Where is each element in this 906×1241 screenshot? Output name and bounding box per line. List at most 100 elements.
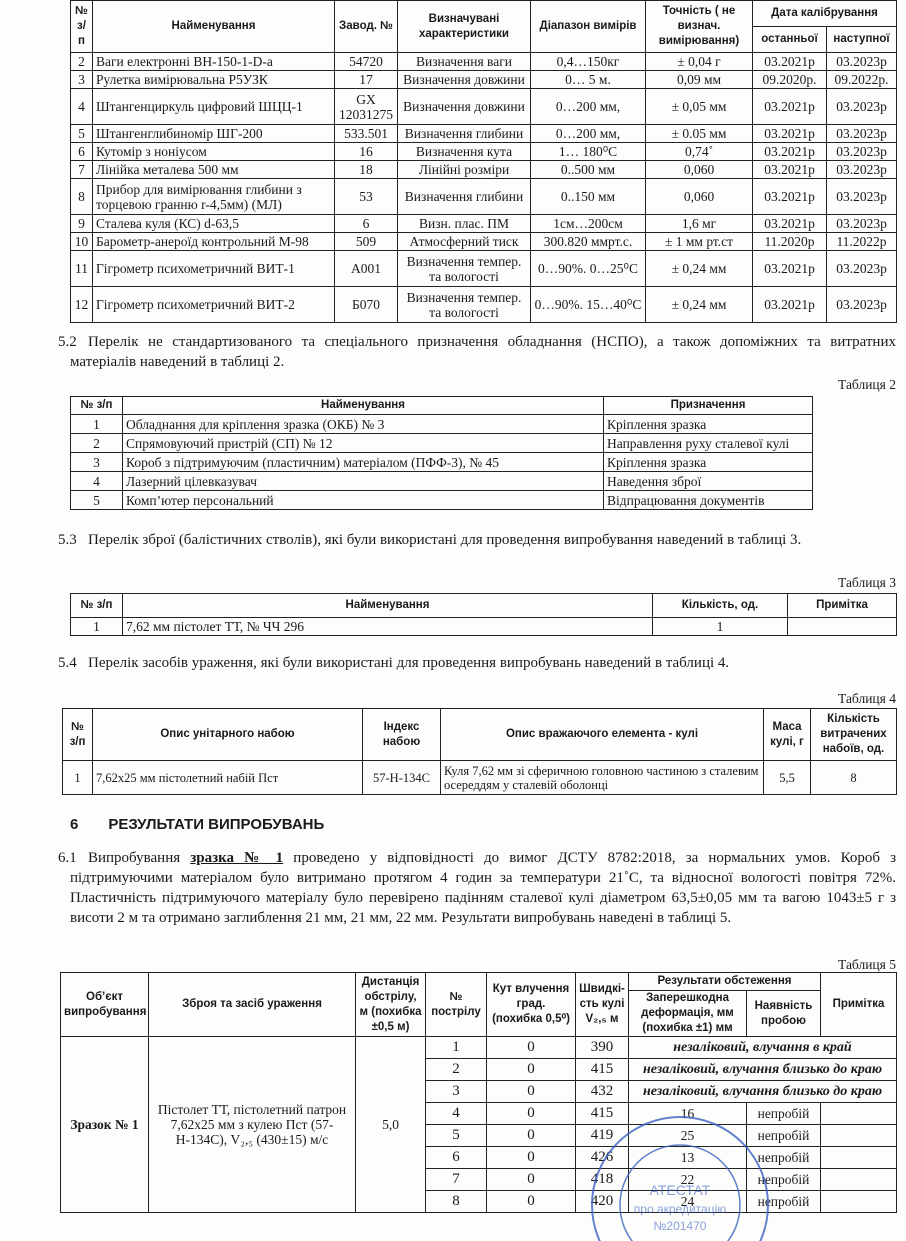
table-cell: Кутомір з ноніусом — [92, 142, 335, 161]
column-header: Визначувані характеристики — [397, 0, 531, 53]
weapons-table: № з/п Найменування Кількість, од. Примітка 1… — [70, 593, 897, 636]
column-header: Індекс набою — [362, 708, 441, 761]
table-cell: Лінійні розміри — [397, 160, 531, 179]
table-cell: 415 — [575, 1058, 629, 1081]
table-cell: Короб з підтримуючим (пластичним) матері… — [122, 452, 604, 472]
table-cell: 03.2021р — [752, 52, 827, 71]
table-row: 8 Прибор для вимірювання глибини з торцев… — [70, 178, 898, 215]
column-header: Об’єкт випробування — [60, 972, 149, 1037]
table-3-caption: Таблиця 3 — [838, 575, 896, 590]
table-cell: 0 — [486, 1168, 576, 1191]
paragraph-text: Перелік засобів ураження, які були викор… — [88, 655, 730, 671]
table-cell: 03.2023р — [825, 142, 898, 161]
table-4-caption: Таблиця 4 — [838, 691, 896, 706]
column-header: Найменування — [122, 593, 653, 618]
table-cell: Обладнання для кріплення зразка (ОКБ) № … — [122, 414, 604, 434]
table-row: 4 Штангенциркуль цифровий ШЦЦ-1 GX 1203127… — [70, 88, 898, 125]
test-object: Зразок № 1 — [60, 1036, 149, 1213]
table-cell: 418 — [575, 1168, 629, 1191]
table-row: 5 Штангенглибиномір ШГ-200 533.501 Визначен… — [70, 124, 898, 143]
table-cell: 9 — [70, 214, 93, 233]
table-cell: 03.2021р — [752, 178, 827, 215]
paragraph-number: 6.1 — [58, 850, 77, 866]
table-row: 5 Комп’ютер персональний Відпрацювання док… — [70, 490, 813, 510]
column-header: Кількість витрачених набоїв, од. — [810, 708, 897, 761]
stamp-text: АТЕСТАТ — [650, 1182, 711, 1198]
table-cell — [820, 1168, 897, 1191]
table-row: 7 0 418 22 непробій — [61, 1168, 897, 1191]
table-cell: 53 — [334, 178, 398, 215]
table-cell: 03.2023р — [825, 250, 898, 287]
table-cell: 13 — [628, 1146, 747, 1169]
column-header: Наявність пробою — [746, 990, 821, 1037]
table-cell: 432 — [575, 1080, 629, 1103]
table-cell: ± 0,04 г — [645, 52, 753, 71]
test-results-table: Об’єкт випробування Зброя та засіб уражен… — [60, 972, 897, 1213]
table-cell: 1см…200см — [530, 214, 646, 233]
table-cell: 03.2021р — [752, 88, 827, 125]
equipment-table: № з/п Найменування Призначення 1 Обладнання … — [70, 396, 813, 510]
table-row: 6 Кутомір з ноніусом 16 Визначення кута 1… 1… — [70, 142, 898, 161]
table-cell: Кріплення зразка — [603, 414, 813, 434]
table-cell: Наведення зброї — [603, 471, 813, 491]
table-cell: 8 — [70, 178, 93, 215]
column-header: Кількість, од. — [652, 593, 788, 618]
table-cell: Штангенглибиномір ШГ-200 — [92, 124, 335, 143]
table-cell: непробій — [746, 1124, 821, 1147]
table-cell: ± 0,24 мм — [645, 286, 753, 323]
table-cell: 03.2021р — [752, 286, 827, 323]
column-header: Діапазон вимірів — [530, 0, 646, 53]
table-cell: Штангенциркуль цифровий ШЦЦ-1 — [92, 88, 335, 125]
table-cell: 7,62х25 мм пістолетний набій Пст — [92, 760, 363, 795]
column-header: Найменування — [122, 396, 604, 415]
table-cell: 0…90%. 0…25⁰C — [530, 250, 646, 287]
table-cell: 03.2023р — [825, 88, 898, 125]
table-cell: 1,6 мг — [645, 214, 753, 233]
paragraph-text: Випробування — [88, 850, 191, 866]
table-cell: 03.2021р — [752, 160, 827, 179]
table-cell: Комп’ютер персональний — [122, 490, 604, 510]
table-cell: 09.2020р. — [752, 70, 827, 89]
table-row: 8 0 420 24 непробій — [61, 1190, 897, 1213]
table-cell: Куля 7,62 мм зі сферичною головною части… — [440, 760, 764, 795]
table-row: 9 Сталева куля (КС) d-63,5 6 Визн. плас. ПМ… — [70, 214, 898, 233]
table-row: 7 Лінійка металева 500 мм 18 Лінійні розмір… — [70, 160, 898, 179]
table-row: 2 Ваги електронні ВН-150-1-D-а 54720 Визнач… — [70, 52, 898, 71]
table-row: 5 0 419 25 непробій — [61, 1124, 897, 1147]
stamp-text: №201470 — [654, 1219, 707, 1233]
table-cell: 12 — [70, 286, 93, 323]
table-cell: 0,74˚ — [645, 142, 753, 161]
table-cell: 16 — [334, 142, 398, 161]
column-header: Швидкі-сть кулі V₂,₅ м — [575, 972, 629, 1037]
table-2-caption: Таблиця 2 — [838, 377, 896, 392]
official-stamp: АТЕСТАТ про акредитацію №201470 — [591, 1116, 769, 1241]
table-cell: 0…90%. 15…40⁰C — [530, 286, 646, 323]
table-cell: 6 — [70, 142, 93, 161]
table-row: 6 0 426 13 непробій — [61, 1146, 897, 1169]
table-cell: непробій — [746, 1146, 821, 1169]
table-cell: Лазерний цілевказувач — [122, 471, 604, 491]
table-cell — [787, 617, 897, 636]
table-row: 1 Обладнання для кріплення зразка (ОКБ) №… — [70, 414, 813, 434]
table-cell: 03.2021р — [752, 124, 827, 143]
table-cell: GX 12031275 — [334, 88, 398, 125]
table-cell: 2 — [70, 433, 123, 453]
table-cell: 5 — [70, 490, 123, 510]
table-row: 3 Рулетка вимірювальна Р5УЗК 17 Визначення … — [70, 70, 898, 89]
table-cell: Відпрацювання документів — [603, 490, 813, 510]
table-cell: 1 — [70, 617, 123, 636]
weapon-description: Пістолет ТТ, пістолетний патрон 7,62х25 … — [148, 1036, 356, 1213]
column-header: Примітка — [787, 593, 897, 618]
header-row: № з/п Найменування Кількість, од. Примітка — [70, 593, 897, 618]
table-cell: 3 — [70, 70, 93, 89]
header-row: останньої наступної — [71, 26, 898, 53]
header-row: № з/п Найменування Завод. № Визначувані хар… — [70, 0, 898, 53]
table-cell: 7 — [70, 160, 93, 179]
column-header: Результати обстеження — [628, 972, 821, 991]
table-cell: 0,060 — [645, 160, 753, 179]
column-header: Маса кулі, г — [763, 708, 811, 761]
table-cell: 18 — [334, 160, 398, 179]
shot-remark: незаліковий, влучання в край — [628, 1036, 897, 1059]
column-header: № з/п — [62, 708, 93, 761]
column-header: Найменування — [92, 0, 335, 53]
